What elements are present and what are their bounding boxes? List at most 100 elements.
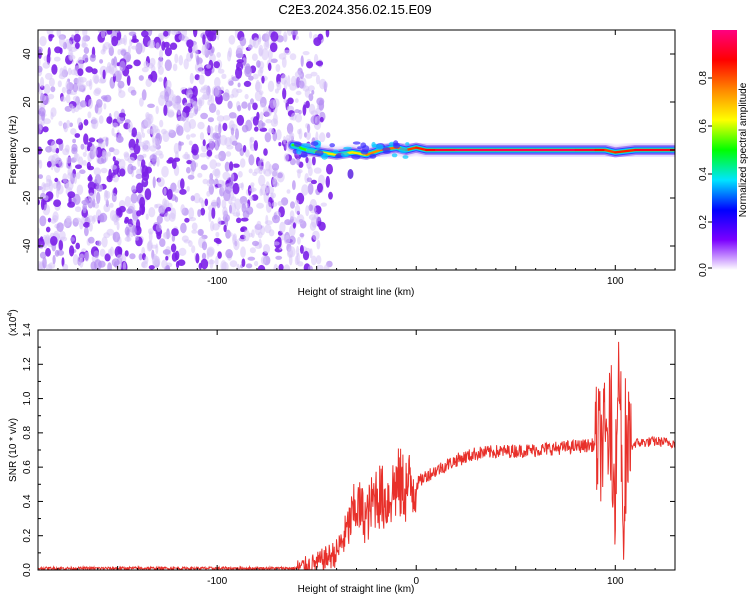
noise-speckle (147, 103, 155, 109)
noise-speckle (101, 149, 107, 159)
noise-speckle (200, 164, 208, 171)
noise-speckle (155, 223, 162, 232)
noise-speckle (165, 264, 171, 270)
noise-speckle (294, 255, 299, 266)
noise-speckle (216, 109, 221, 116)
noise-speckle (156, 215, 163, 225)
noise-speckle (249, 136, 255, 143)
spectrogram-y-tick-label: 40 (22, 48, 33, 60)
noise-speckle (123, 34, 128, 46)
noise-speckle (233, 239, 240, 251)
noise-speckle (221, 199, 227, 209)
colorbar-tick-label: 0.0 (698, 263, 709, 277)
noise-speckle (191, 229, 198, 234)
noise-speckle (230, 127, 235, 136)
noise-speckle (236, 59, 244, 64)
noise-speckle (228, 112, 237, 119)
noise-speckle (315, 255, 322, 265)
noise-speckle (148, 265, 155, 270)
noise-speckle (212, 168, 220, 177)
noise-speckle (118, 112, 126, 118)
noise-speckle (197, 121, 205, 130)
noise-speckle (267, 80, 275, 93)
noise-speckle (113, 56, 118, 68)
spectrogram-x-ticks: -100 100 (57, 30, 676, 287)
noise-speckle (111, 192, 117, 203)
signal-blob (375, 144, 384, 151)
noise-speckle (67, 191, 76, 199)
noise-speckle (128, 138, 136, 151)
noise-speckle (297, 169, 301, 179)
noise-speckle (164, 47, 172, 57)
noise-speckle (208, 210, 212, 223)
noise-speckle (273, 241, 280, 246)
noise-speckle (229, 232, 233, 237)
noise-speckle (71, 34, 75, 39)
spectrogram-x-tick-label: 100 (607, 276, 624, 287)
noise-speckle (229, 204, 232, 214)
noise-speckle (50, 86, 56, 93)
noise-speckle (242, 145, 247, 153)
noise-speckle (238, 183, 244, 189)
noise-speckle (258, 44, 264, 57)
noise-speckle (326, 163, 333, 175)
noise-speckle (67, 67, 72, 76)
noise-speckle (62, 148, 70, 156)
snr-x-ticks: -100 0 100 (57, 330, 676, 587)
noise-speckle (307, 85, 315, 92)
noise-speckle (265, 201, 272, 213)
noise-speckle (42, 126, 49, 133)
noise-speckle (230, 196, 237, 202)
noise-speckle (90, 261, 97, 270)
noise-speckle (50, 112, 54, 120)
noise-speckle (197, 172, 203, 178)
noise-speckle (135, 173, 143, 179)
noise-speckle (212, 132, 219, 141)
noise-speckle (264, 132, 272, 143)
signal-core-segment (614, 148, 637, 154)
signal-blob (391, 153, 398, 158)
noise-speckle (257, 165, 265, 171)
noise-speckle (269, 42, 278, 53)
noise-speckle (183, 58, 189, 70)
noise-speckle (307, 183, 314, 195)
noise-speckle (253, 260, 259, 267)
noise-speckle (241, 258, 246, 268)
noise-speckle (257, 120, 264, 130)
snr-y-multiplier-exp: 4 (7, 313, 14, 317)
noise-speckle (73, 217, 82, 223)
noise-speckle (196, 55, 200, 66)
noise-speckle (40, 92, 45, 104)
noise-speckle (296, 214, 305, 225)
noise-speckle (197, 209, 202, 218)
snr-y-tick-label: 0.2 (22, 528, 33, 542)
noise-speckle (230, 172, 235, 182)
noise-speckle (129, 253, 136, 260)
noise-speckle (39, 122, 43, 131)
noise-speckle (309, 31, 313, 39)
noise-speckle (237, 105, 242, 112)
noise-speckle (283, 49, 291, 56)
noise-speckle (138, 253, 143, 261)
noise-speckle (146, 128, 154, 135)
noise-speckle (186, 134, 191, 140)
noise-speckle (210, 46, 215, 54)
noise-speckle (198, 197, 204, 204)
noise-speckle (55, 138, 63, 145)
noise-speckle (263, 148, 268, 156)
noise-speckle (82, 151, 87, 157)
noise-speckle (103, 203, 111, 213)
noise-speckle (192, 100, 199, 110)
noise-speckle (194, 62, 203, 73)
noise-speckle (171, 95, 177, 107)
noise-speckle (278, 142, 282, 147)
noise-speckle (283, 135, 286, 145)
noise-speckle (235, 67, 243, 79)
signal-blob (306, 147, 316, 153)
noise-speckle (113, 110, 120, 119)
noise-speckle (117, 80, 125, 89)
noise-speckle (127, 45, 131, 55)
noise-speckle (155, 42, 160, 50)
noise-speckle (168, 129, 174, 134)
noise-speckle (232, 182, 240, 195)
